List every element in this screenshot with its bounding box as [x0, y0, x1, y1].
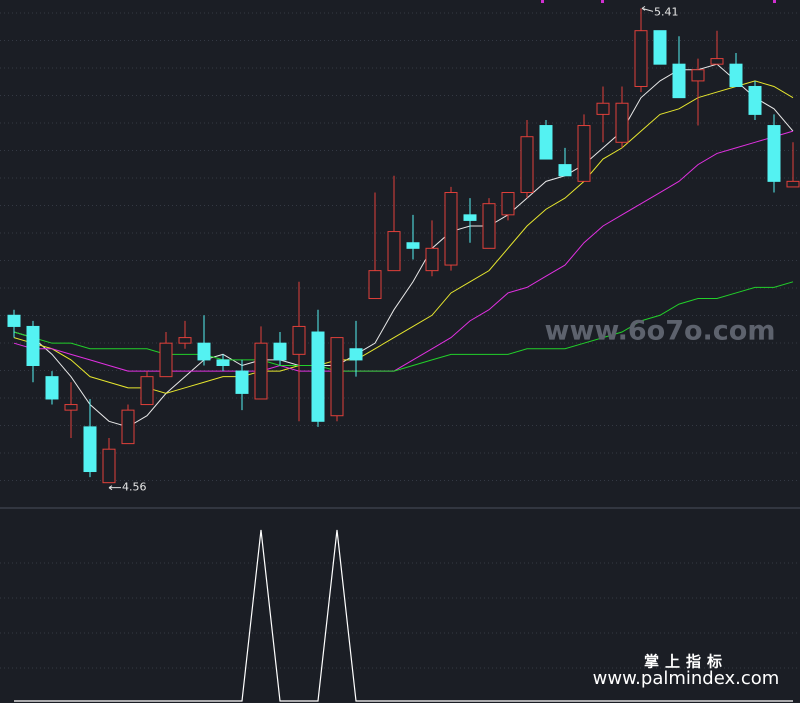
annotation-arrow — [641, 5, 654, 12]
candle-body — [691, 69, 705, 82]
candle-body — [83, 426, 97, 473]
candle-body — [216, 359, 230, 366]
candle-body — [292, 325, 306, 355]
candle-body — [254, 342, 268, 400]
annotation-arrow — [108, 485, 121, 491]
candle-body — [558, 164, 572, 177]
candle-body — [349, 348, 363, 361]
candle-body — [501, 192, 515, 216]
candle-body — [482, 203, 496, 249]
candle-body — [786, 180, 800, 188]
low-label: 4.56 — [122, 481, 147, 494]
candle-body — [444, 192, 458, 266]
candle-body — [634, 30, 648, 87]
candle-body — [178, 337, 192, 344]
candle-body — [710, 58, 724, 65]
watermark: www.6o7o.com — [545, 316, 776, 347]
ma-line — [13, 281, 794, 372]
candle-body — [64, 404, 78, 411]
candle-body — [672, 63, 686, 99]
candle-body — [26, 325, 40, 366]
candle-body — [102, 448, 116, 484]
brand: 掌上指标 — [644, 653, 728, 671]
candle-body — [159, 342, 173, 378]
candle-body — [197, 342, 211, 361]
candle-body — [596, 102, 610, 115]
candle-body — [539, 125, 553, 160]
candle-body — [577, 125, 591, 182]
candle-body — [767, 125, 781, 182]
candle-body — [7, 314, 21, 327]
candle-body — [368, 270, 382, 300]
marker — [773, 0, 776, 3]
candle-body — [140, 376, 154, 406]
candle-body — [406, 242, 420, 249]
candle-body — [45, 376, 59, 400]
marker — [601, 0, 604, 3]
candle-body — [615, 102, 629, 143]
candle-body — [729, 63, 743, 87]
candle-body — [387, 231, 401, 272]
ma-line — [13, 63, 794, 428]
marker — [541, 0, 544, 3]
brand-url: www.palmindex.com — [593, 668, 780, 689]
candle-body — [520, 136, 534, 194]
candle-body — [330, 337, 344, 417]
candle-body — [273, 342, 287, 361]
candle-body — [748, 85, 762, 115]
candle-body — [653, 30, 667, 65]
candle-body — [121, 409, 135, 445]
high-label: 5.41 — [654, 5, 679, 18]
candle-body — [425, 247, 439, 272]
indicator-line — [14, 529, 793, 702]
candle-body — [235, 370, 249, 394]
candle-body — [311, 331, 325, 422]
ma-line — [13, 130, 794, 372]
candle-body — [463, 214, 477, 221]
